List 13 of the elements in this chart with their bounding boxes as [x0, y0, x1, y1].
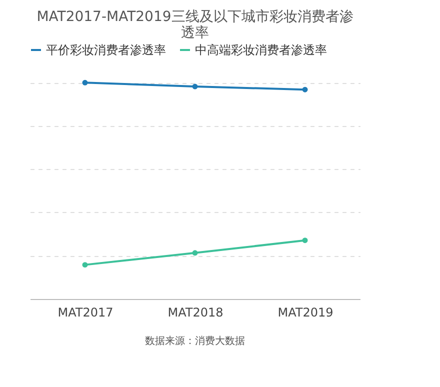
point	[302, 238, 308, 244]
x-tick-label: MAT2019	[278, 306, 334, 320]
legend-label: 中高端彩妆消费者渗透率	[195, 43, 327, 57]
point	[82, 262, 88, 268]
chart-title: MAT2017-MAT2019三线及以下城市彩妆消费者渗透率	[36, 9, 354, 41]
point	[302, 86, 308, 92]
point	[82, 80, 88, 86]
point	[192, 84, 198, 90]
source-note: 数据来源：消费大数据	[145, 335, 245, 347]
point	[192, 250, 198, 256]
x-tick-label: MAT2018	[168, 306, 224, 320]
legend-label: 平价彩妆消费者渗透率	[46, 43, 166, 57]
x-tick-label: MAT2017	[58, 306, 114, 320]
